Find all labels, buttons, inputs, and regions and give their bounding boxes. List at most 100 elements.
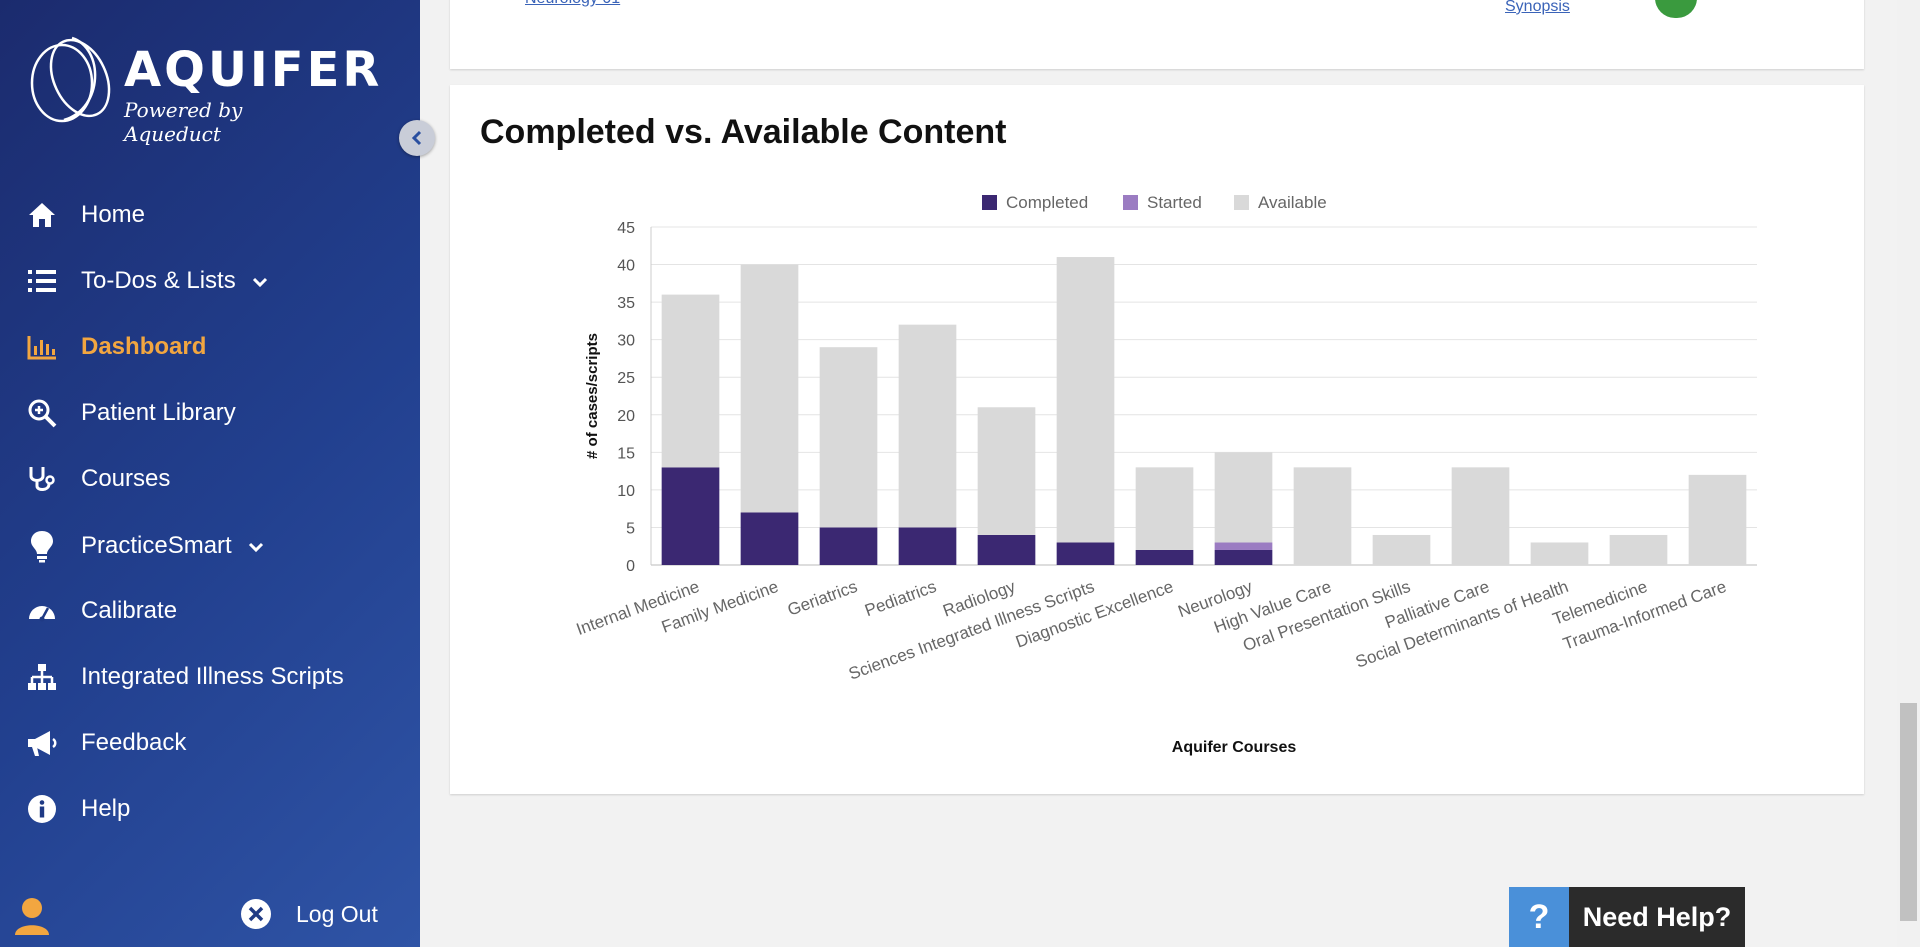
question-mark-icon: ? <box>1509 887 1569 947</box>
bar-available <box>661 294 720 468</box>
nav-label-help: Help <box>81 795 131 822</box>
bar-available <box>1609 534 1668 565</box>
page-scrollbar[interactable] <box>1897 0 1920 947</box>
completed-vs-available-card: Completed vs. Available Content 0 5 10 15 20… <box>450 85 1864 794</box>
x-tick-label: Pediatrics <box>862 577 939 620</box>
home-icon <box>26 199 58 231</box>
chevron-down-icon <box>249 542 264 552</box>
y-tick-label: 10 <box>617 483 635 500</box>
y-axis-title: # of cases/scripts <box>584 333 601 459</box>
y-tick-label: 45 <box>617 220 635 237</box>
bar-completed <box>819 527 878 565</box>
list-icon <box>26 265 58 297</box>
chevron-left-icon <box>411 130 422 146</box>
logout-area: Log Out <box>0 890 420 946</box>
legend-swatch-available <box>1234 195 1249 210</box>
nav-label-patient-library: Patient Library <box>81 399 236 426</box>
lightbulb-icon <box>26 530 58 563</box>
gauge-icon <box>26 595 58 627</box>
neurology-link[interactable]: Neurology 01 <box>525 0 620 8</box>
sitemap-icon <box>26 661 58 693</box>
logout-button[interactable]: Log Out <box>240 898 378 930</box>
bar-available <box>1056 257 1115 543</box>
bar-completed <box>740 512 799 565</box>
bar-available <box>898 324 957 528</box>
legend-swatch-started <box>1123 195 1138 210</box>
y-tick-label: 20 <box>617 408 635 425</box>
logout-label: Log Out <box>296 900 378 927</box>
close-circle-icon <box>241 899 271 929</box>
nav-item-dashboard[interactable]: Dashboard <box>0 322 420 372</box>
bar-completed <box>1135 549 1194 565</box>
bar-completed <box>977 534 1036 565</box>
nav-label-feedback: Feedback <box>81 729 187 756</box>
bar-completed <box>661 467 720 565</box>
legend-swatch-completed <box>982 195 997 210</box>
nav-label-practicesmart: PracticeSmart <box>81 532 264 560</box>
bar-available <box>1214 452 1273 543</box>
nav-item-patient-library[interactable]: Patient Library <box>0 388 420 438</box>
bar-completed <box>1214 549 1273 565</box>
card-title: Completed vs. Available Content <box>480 113 1007 151</box>
nav-label-todos: To-Dos & Lists <box>81 267 268 295</box>
x-axis-title: Aquifer Courses <box>1172 739 1297 756</box>
bar-available <box>1451 467 1510 565</box>
chart-icon <box>26 331 58 363</box>
scrollbar-thumb[interactable] <box>1900 703 1917 921</box>
nav-label-todos-text: To-Dos & Lists <box>81 267 236 294</box>
y-tick-label: 25 <box>617 370 635 387</box>
aquifer-logo-mark-icon <box>30 36 111 123</box>
bar-available <box>1293 467 1352 565</box>
need-help-button[interactable]: ? Need Help? <box>1509 887 1745 947</box>
nav-label-courses: Courses <box>81 465 171 492</box>
chevron-down-icon <box>253 277 268 287</box>
nav-label-integrated-illness-scripts: Integrated Illness Scripts <box>81 663 344 690</box>
bar-completed <box>1056 542 1115 565</box>
stethoscope-icon <box>26 463 58 495</box>
bar-available <box>1688 474 1747 565</box>
need-help-label: Need Help? <box>1569 887 1745 947</box>
bar-available <box>1135 467 1194 550</box>
legend-label-completed: Completed <box>1006 193 1088 212</box>
previous-card: Neurology 01 Synopsis <box>450 0 1864 69</box>
sidebar: AQUIFER Powered by Aqueduct Home To-Dos … <box>0 0 420 947</box>
sidebar-collapse-button[interactable] <box>399 120 435 156</box>
megaphone-icon <box>26 727 58 759</box>
legend-label-started: Started <box>1147 193 1202 212</box>
nav-item-feedback[interactable]: Feedback <box>0 718 420 768</box>
y-tick-label: 5 <box>626 520 635 537</box>
brand-name: AQUIFER <box>124 42 383 98</box>
bar-completed <box>898 527 957 565</box>
y-tick-label: 30 <box>617 333 635 350</box>
y-tick-label: 35 <box>617 295 635 312</box>
bar-available <box>1372 534 1431 565</box>
synopsis-link[interactable]: Synopsis <box>1505 0 1570 15</box>
info-icon <box>26 793 58 825</box>
nav-item-todos[interactable]: To-Dos & Lists <box>0 256 420 306</box>
nav-item-integrated-illness-scripts[interactable]: Integrated Illness Scripts <box>0 652 420 702</box>
nav-item-help[interactable]: Help <box>0 784 420 834</box>
status-circle <box>1655 0 1697 18</box>
brand-tagline: Powered by Aqueduct <box>124 98 243 146</box>
y-tick-label: 15 <box>617 445 635 462</box>
nav-item-courses[interactable]: Courses <box>0 454 420 504</box>
nav-item-practicesmart[interactable]: PracticeSmart <box>0 521 420 571</box>
nav-label-practicesmart-text: PracticeSmart <box>81 532 232 559</box>
search-icon <box>26 397 58 429</box>
bar-available <box>819 347 878 528</box>
aquifer-logo[interactable]: AQUIFER Powered by Aqueduct <box>24 28 379 146</box>
nav-item-home[interactable]: Home <box>0 190 420 240</box>
user-avatar-icon[interactable] <box>14 896 50 936</box>
nav-label-home: Home <box>81 201 146 228</box>
bar-available <box>1530 542 1589 565</box>
x-tick-label: Geriatrics <box>785 577 860 620</box>
nav-item-calibrate[interactable]: Calibrate <box>0 586 420 636</box>
y-tick-label: 40 <box>617 258 635 275</box>
bar-started <box>1214 542 1273 550</box>
nav-label-dashboard: Dashboard <box>81 333 207 360</box>
y-tick-label: 0 <box>626 558 635 575</box>
legend-label-available: Available <box>1258 193 1327 212</box>
bar-available <box>977 407 1036 535</box>
nav-label-calibrate: Calibrate <box>81 597 178 624</box>
